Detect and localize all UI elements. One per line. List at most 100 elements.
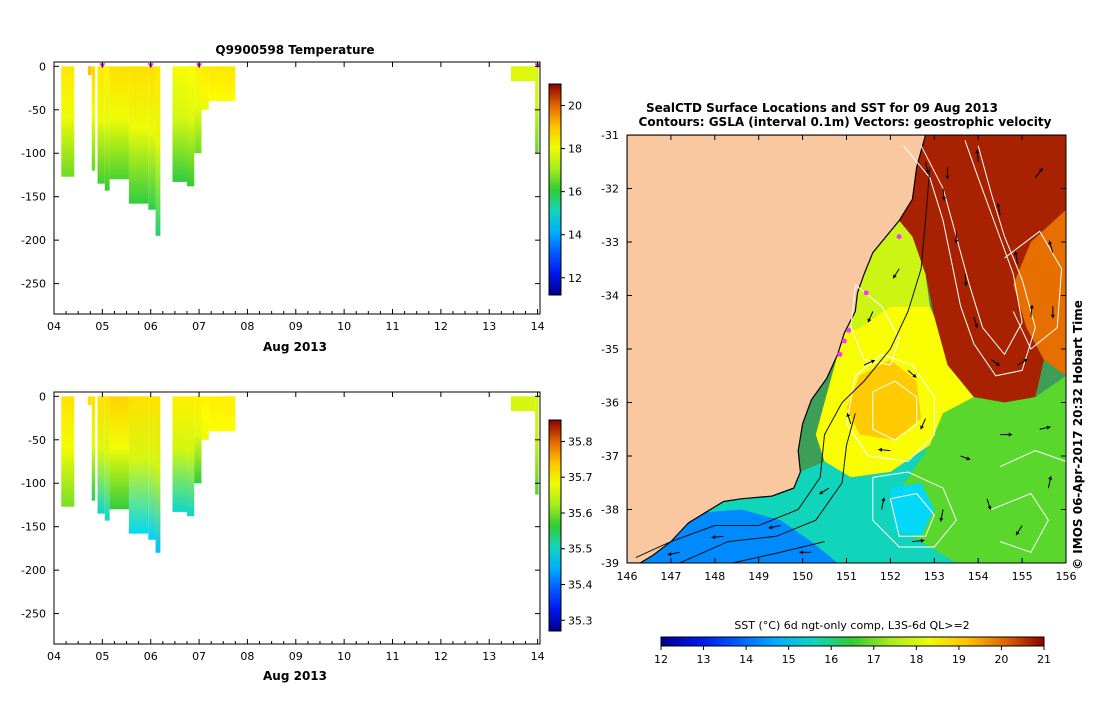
sal-x-tick-label: 10 xyxy=(337,650,351,663)
velocity-arrowhead xyxy=(768,525,773,530)
sal-profile-bar xyxy=(87,396,92,406)
seal-location-marker xyxy=(896,234,902,240)
salinity-axes: 04 05 06 07 08 09 10 11 12 13 14 0 -50 -100 -150 -200 -2… xyxy=(21,390,545,663)
sal-x-tick-label: 07 xyxy=(192,650,206,663)
sal-x-tick-label: 06 xyxy=(144,650,158,663)
velocity-arrowhead xyxy=(1013,251,1019,256)
gsla-contour-line xyxy=(872,380,918,441)
velocity-arrowhead xyxy=(987,505,992,510)
gsla-contour-line xyxy=(732,541,825,563)
velocity-arrowhead xyxy=(867,318,872,323)
map-x-tick-label: 146 xyxy=(617,570,638,583)
temp-colorbar-tick-label: 16 xyxy=(568,186,582,199)
map-y-tick-label: -39 xyxy=(601,557,619,570)
temp-x-tick-label: 08 xyxy=(240,320,254,333)
temp-y-tick-label: -200 xyxy=(21,234,46,247)
gsla-contour-line xyxy=(872,471,957,548)
map-title: SealCTD Surface Locations and SST for 09… xyxy=(646,101,998,115)
temp-profile-bar xyxy=(148,66,156,210)
gsla-contour-line xyxy=(635,167,931,559)
map-x-tick-label: 153 xyxy=(924,570,945,583)
sal-x-tick-label: 05 xyxy=(95,650,109,663)
gsla-contour-line xyxy=(1004,230,1063,350)
temp-x-tick-label: 12 xyxy=(434,320,448,333)
temperature-chart-title: Q9900598 Temperature xyxy=(215,43,374,57)
sst-colorbar-tick-label: 18 xyxy=(909,653,923,666)
temp-profile-bar xyxy=(87,66,92,76)
sal-x-tick-label: 08 xyxy=(240,650,254,663)
temp-y-tick-label: -50 xyxy=(28,104,46,117)
map-y-tick-label: -38 xyxy=(601,504,619,517)
map-y-tick-label: -32 xyxy=(601,183,619,196)
sal-colorbar-tick-label: 35.3 xyxy=(568,614,593,627)
sal-colorbar-tick-label: 35.5 xyxy=(568,543,593,556)
velocity-arrowhead xyxy=(1050,314,1055,319)
sal-y-tick-label: -50 xyxy=(28,434,46,447)
temperature-axes: 04 05 06 07 08 09 10 11 12 13 14 0 -50 -100 -150 -200 -2… xyxy=(21,60,545,333)
sal-profile-bar xyxy=(148,396,156,540)
sal-x-tick-label: 04 xyxy=(47,650,61,663)
temp-x-tick-label: 04 xyxy=(47,320,61,333)
temperature-plot-frame xyxy=(53,61,541,315)
sst-colorbar-tick-label: 17 xyxy=(867,653,881,666)
sal-y-tick-label: -150 xyxy=(21,521,46,534)
gsla-contour-line xyxy=(850,284,900,366)
gsla-contour-line xyxy=(889,492,935,537)
temp-colorbar-tick-label: 12 xyxy=(568,272,582,285)
salinity-x-axis-label: Aug 2013 xyxy=(263,669,327,683)
temp-y-tick-label: 0 xyxy=(39,60,46,73)
sst-colorbar-ticks: 12 13 14 15 16 17 18 19 20 21 xyxy=(654,646,1051,666)
velocity-arrowhead xyxy=(1048,476,1053,480)
temperature-section-panel: Q9900598 Temperature 04 05 06 07 08 09 10 11 12 1… xyxy=(21,43,582,354)
map-y-tick-label: -36 xyxy=(601,397,619,410)
sst-colorbar-tick-label: 12 xyxy=(654,653,668,666)
velocity-arrowhead xyxy=(667,552,672,557)
velocity-arrowhead xyxy=(912,373,917,378)
temp-profile-bar xyxy=(172,66,187,182)
temp-profile-bar xyxy=(91,66,96,171)
map-x-tick-label: 147 xyxy=(660,570,681,583)
sal-profile-bar xyxy=(172,396,187,512)
temp-x-tick-label: 06 xyxy=(144,320,158,333)
temp-y-tick-label: -150 xyxy=(21,191,46,204)
velocity-arrowhead xyxy=(945,175,950,180)
velocity-arrowhead xyxy=(1038,168,1043,173)
velocity-arrowhead xyxy=(974,323,979,328)
sal-profile-bar xyxy=(208,396,236,432)
temp-x-tick-label: 11 xyxy=(386,320,400,333)
temp-x-tick-label: 07 xyxy=(192,320,206,333)
velocity-arrowhead xyxy=(975,149,980,154)
velocity-arrowhead xyxy=(966,456,971,461)
sal-x-tick-label: 09 xyxy=(289,650,303,663)
sal-profile-bar xyxy=(194,396,202,484)
temp-colorbar-tick-label: 14 xyxy=(568,229,582,242)
gsla-contour-line xyxy=(999,450,1066,468)
sal-colorbar-tick-label: 35.7 xyxy=(568,471,593,484)
gsla-contours xyxy=(635,140,1066,563)
sal-profile-bar xyxy=(91,396,96,501)
sal-profile-bar xyxy=(201,396,209,440)
sst-colorbar-tick-label: 13 xyxy=(697,653,711,666)
sst-colorbar xyxy=(660,636,1045,647)
sal-profile-bar xyxy=(109,396,129,510)
temp-profile-bar xyxy=(97,66,105,184)
sst-map-panel: SealCTD Surface Locations and SST for 09… xyxy=(601,101,1085,666)
salinity-section-panel: 04 05 06 07 08 09 10 11 12 13 14 0 -50 -100 -150 -200 -2… xyxy=(21,390,592,683)
map-y-tick-label: -35 xyxy=(601,343,619,356)
salinity-colorbar-ticks: 35.3 35.4 35.5 35.6 35.7 35.8 xyxy=(561,435,593,627)
sal-x-tick-label: 11 xyxy=(386,650,400,663)
velocity-arrowhead xyxy=(1048,240,1053,245)
map-x-tick-label: 155 xyxy=(1012,570,1033,583)
velocity-arrowhead xyxy=(711,535,716,540)
velocity-arrowhead xyxy=(1046,425,1051,430)
temperature-profiles xyxy=(61,63,541,236)
sal-profile-bar xyxy=(97,396,105,514)
temp-profile-bar xyxy=(510,66,536,82)
sst-colorbar-tick-label: 16 xyxy=(824,653,838,666)
seal-location-marker xyxy=(863,290,869,296)
sal-colorbar-tick-label: 35.8 xyxy=(568,435,593,448)
sal-profile-bar xyxy=(128,396,149,534)
map-subtitle: Contours: GSLA (interval 0.1m) Vectors: … xyxy=(639,115,1052,129)
temp-y-tick-label: -250 xyxy=(21,278,46,291)
map-axes: 146 147 148 149 150 151 152 153 154 155 156 -31 -32 -… xyxy=(601,129,1076,583)
